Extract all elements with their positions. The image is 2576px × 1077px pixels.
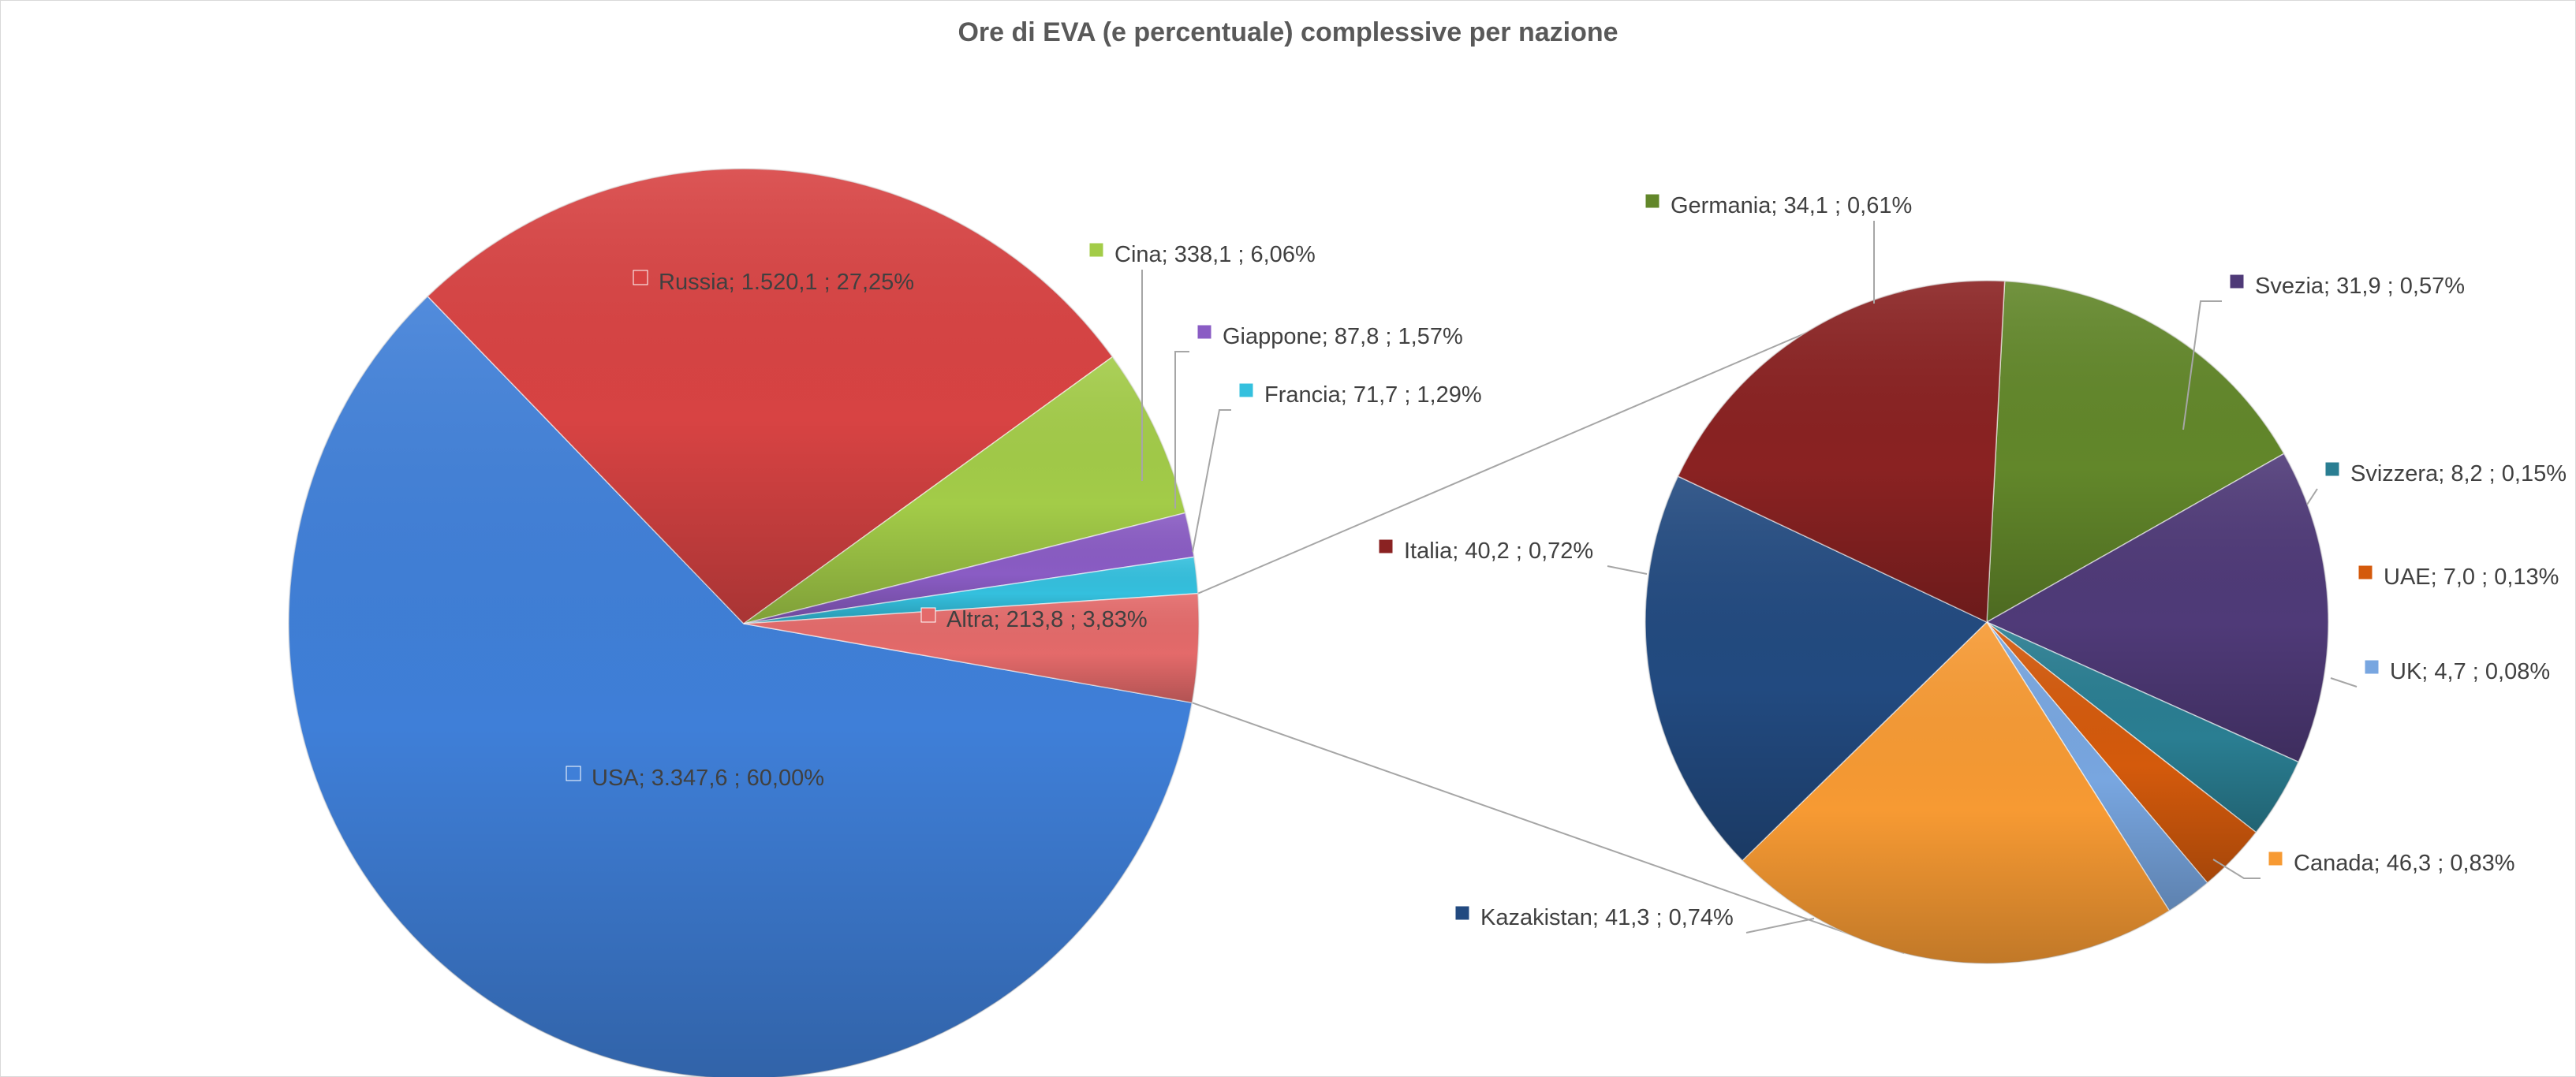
main-label-key-cina — [1088, 242, 1104, 258]
secondary-leader-uk — [2330, 677, 2358, 688]
main-label-key-francia — [1238, 382, 1254, 398]
secondary-label-key-svezia — [2229, 274, 2245, 289]
secondary-label-key-kazakistan — [1454, 905, 1470, 921]
secondary-leader-italia — [1607, 565, 1648, 575]
main-data-label-altra: Altra; 213,8 ; 3,83% — [946, 607, 1148, 632]
main-pie-outline — [288, 168, 1200, 1077]
main-data-label-giappone: Giappone; 87,8 ; 1,57% — [1223, 324, 1463, 349]
main-leader-giappone — [1174, 351, 1189, 509]
data-labels: USA; 3.347,6 ; 60,00% Russia; 1.520,1 ; 2… — [566, 193, 2567, 930]
secondary-label-key-italia — [1378, 538, 1394, 554]
secondary-label-key-svizzera — [2324, 461, 2340, 477]
secondary-label-key-canada — [2268, 851, 2283, 866]
secondary-leader-kazakistan — [1745, 918, 1815, 934]
secondary-data-label-svizzera: Svizzera; 8,2 ; 0,15% — [2350, 461, 2567, 486]
secondary-label-key-germania — [1645, 193, 1660, 209]
secondary-data-label-uk: UK; 4,7 ; 0,08% — [2390, 659, 2550, 684]
main-data-label-usa: USA; 3.347,6 ; 60,00% — [592, 766, 824, 791]
chart-title: Ore di EVA (e percentuale) complessive p… — [958, 17, 1618, 47]
secondary-leader-svizzera — [2306, 488, 2318, 505]
secondary-data-label-svezia: Svezia; 31,9 ; 0,57% — [2255, 274, 2465, 299]
main-label-key-altra — [920, 607, 936, 623]
main-label-key-usa — [566, 766, 581, 781]
main-data-label-francia: Francia; 71,7 ; 1,29% — [1264, 382, 1482, 408]
secondary-label-key-uae — [2358, 565, 2373, 580]
main-data-label-russia: Russia; 1.520,1 ; 27,25% — [659, 270, 914, 295]
secondary-data-label-germania: Germania; 34,1 ; 0,61% — [1671, 193, 1912, 218]
leader-lines — [1141, 221, 2358, 934]
secondary-data-label-italia: Italia; 40,2 ; 0,72% — [1404, 538, 1593, 564]
secondary-label-key-uk — [2364, 659, 2380, 675]
main-label-key-russia — [633, 270, 648, 285]
secondary-pie — [1645, 280, 2329, 964]
secondary-data-label-uae: UAE; 7,0 ; 0,13% — [2384, 565, 2559, 590]
secondary-pie-outline — [1645, 280, 2329, 964]
main-label-key-giappone — [1197, 324, 1212, 340]
main-data-label-cina: Cina; 338,1 ; 6,06% — [1114, 242, 1316, 267]
secondary-leader-svezia — [2182, 300, 2222, 430]
main-leader-francia — [1192, 409, 1231, 553]
secondary-data-label-canada: Canada; 46,3 ; 0,83% — [2294, 851, 2515, 876]
secondary-data-label-kazakistan: Kazakistan; 41,3 ; 0,74% — [1480, 905, 1734, 930]
secondary-leader-canada — [2212, 859, 2261, 879]
